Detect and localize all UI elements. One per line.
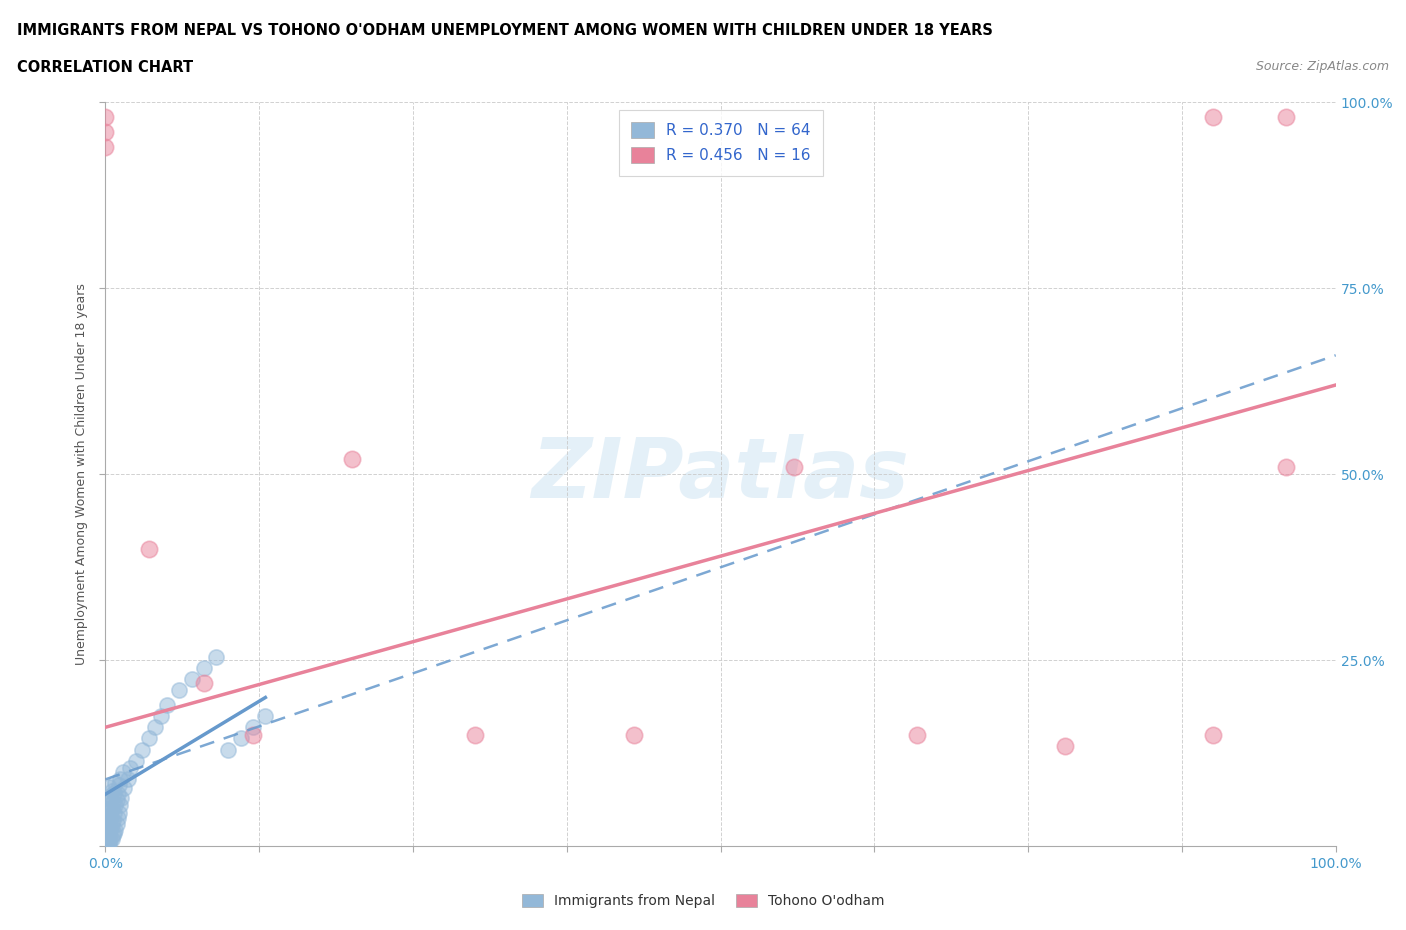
Point: [96, 802, 118, 817]
Point: [205, 649, 228, 664]
Point: [108, 777, 131, 792]
Point: [242, 720, 264, 735]
Point: [101, 828, 124, 843]
Point: [97, 837, 120, 852]
Point: [98, 822, 122, 837]
Point: [143, 720, 166, 735]
Point: [149, 709, 172, 724]
Point: [94, 820, 117, 835]
Point: [94, 839, 117, 854]
Point: [1275, 110, 1298, 125]
Point: [103, 826, 125, 841]
Point: [112, 781, 135, 796]
Point: [111, 764, 134, 779]
Point: [110, 790, 132, 805]
Point: [98, 798, 121, 813]
Point: [94, 125, 117, 140]
Point: [254, 709, 277, 724]
Point: [104, 776, 127, 790]
Legend: R = 0.370   N = 64, R = 0.456   N = 16: R = 0.370 N = 64, R = 0.456 N = 16: [619, 110, 823, 176]
Point: [1202, 727, 1225, 742]
Point: [96, 813, 118, 828]
Point: [97, 807, 120, 822]
Point: [101, 794, 124, 809]
Point: [100, 802, 122, 817]
Point: [98, 835, 121, 850]
Point: [98, 815, 121, 830]
Point: [1275, 459, 1298, 474]
Point: [100, 783, 122, 798]
Point: [1054, 738, 1077, 753]
Point: [107, 811, 129, 826]
Point: [156, 698, 179, 712]
Point: [907, 727, 929, 742]
Point: [117, 772, 139, 787]
Point: [229, 731, 252, 746]
Point: [98, 826, 121, 841]
Point: [193, 675, 215, 690]
Point: [101, 813, 124, 828]
Point: [105, 792, 128, 807]
Point: [125, 753, 148, 768]
Point: [105, 817, 128, 831]
Point: [98, 809, 122, 824]
Point: [96, 824, 118, 839]
Point: [120, 761, 141, 776]
Point: [98, 779, 121, 794]
Point: [193, 660, 215, 675]
Point: [218, 742, 240, 757]
Point: [94, 835, 117, 850]
Point: [100, 818, 122, 833]
Text: Source: ZipAtlas.com: Source: ZipAtlas.com: [1256, 60, 1389, 73]
Point: [783, 459, 806, 474]
Point: [96, 831, 118, 846]
Point: [107, 787, 129, 802]
Point: [1202, 110, 1225, 125]
Y-axis label: Unemployment Among Women with Children Under 18 years: Unemployment Among Women with Children U…: [75, 284, 89, 665]
Point: [97, 790, 120, 805]
Point: [108, 805, 131, 820]
Point: [98, 833, 122, 848]
Point: [97, 830, 120, 844]
Point: [94, 809, 117, 824]
Point: [103, 785, 125, 800]
Point: [131, 742, 153, 757]
Point: [104, 822, 127, 837]
Point: [180, 671, 202, 686]
Point: [242, 727, 264, 742]
Point: [138, 731, 160, 746]
Point: [100, 831, 122, 846]
Point: [96, 839, 118, 854]
Point: [103, 805, 125, 820]
Point: [623, 727, 645, 742]
Point: [110, 798, 132, 813]
Point: [340, 452, 363, 467]
Text: CORRELATION CHART: CORRELATION CHART: [17, 60, 193, 75]
Point: [94, 828, 117, 843]
Point: [97, 818, 120, 833]
Text: ZIPatlas: ZIPatlas: [531, 433, 910, 515]
Point: [98, 789, 122, 804]
Point: [464, 727, 486, 742]
Legend: Immigrants from Nepal, Tohono O'odham: Immigrants from Nepal, Tohono O'odham: [516, 889, 890, 914]
Point: [138, 541, 160, 556]
Point: [104, 798, 127, 813]
Point: [110, 772, 132, 787]
Point: [94, 140, 117, 154]
Point: [94, 110, 117, 125]
Text: IMMIGRANTS FROM NEPAL VS TOHONO O'ODHAM UNEMPLOYMENT AMONG WOMEN WITH CHILDREN U: IMMIGRANTS FROM NEPAL VS TOHONO O'ODHAM …: [17, 23, 993, 38]
Point: [169, 683, 191, 698]
